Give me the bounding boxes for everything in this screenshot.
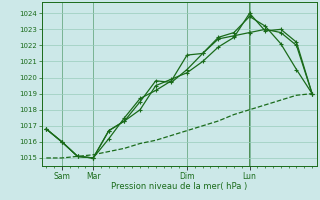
- X-axis label: Pression niveau de la mer( hPa ): Pression niveau de la mer( hPa ): [111, 182, 247, 191]
